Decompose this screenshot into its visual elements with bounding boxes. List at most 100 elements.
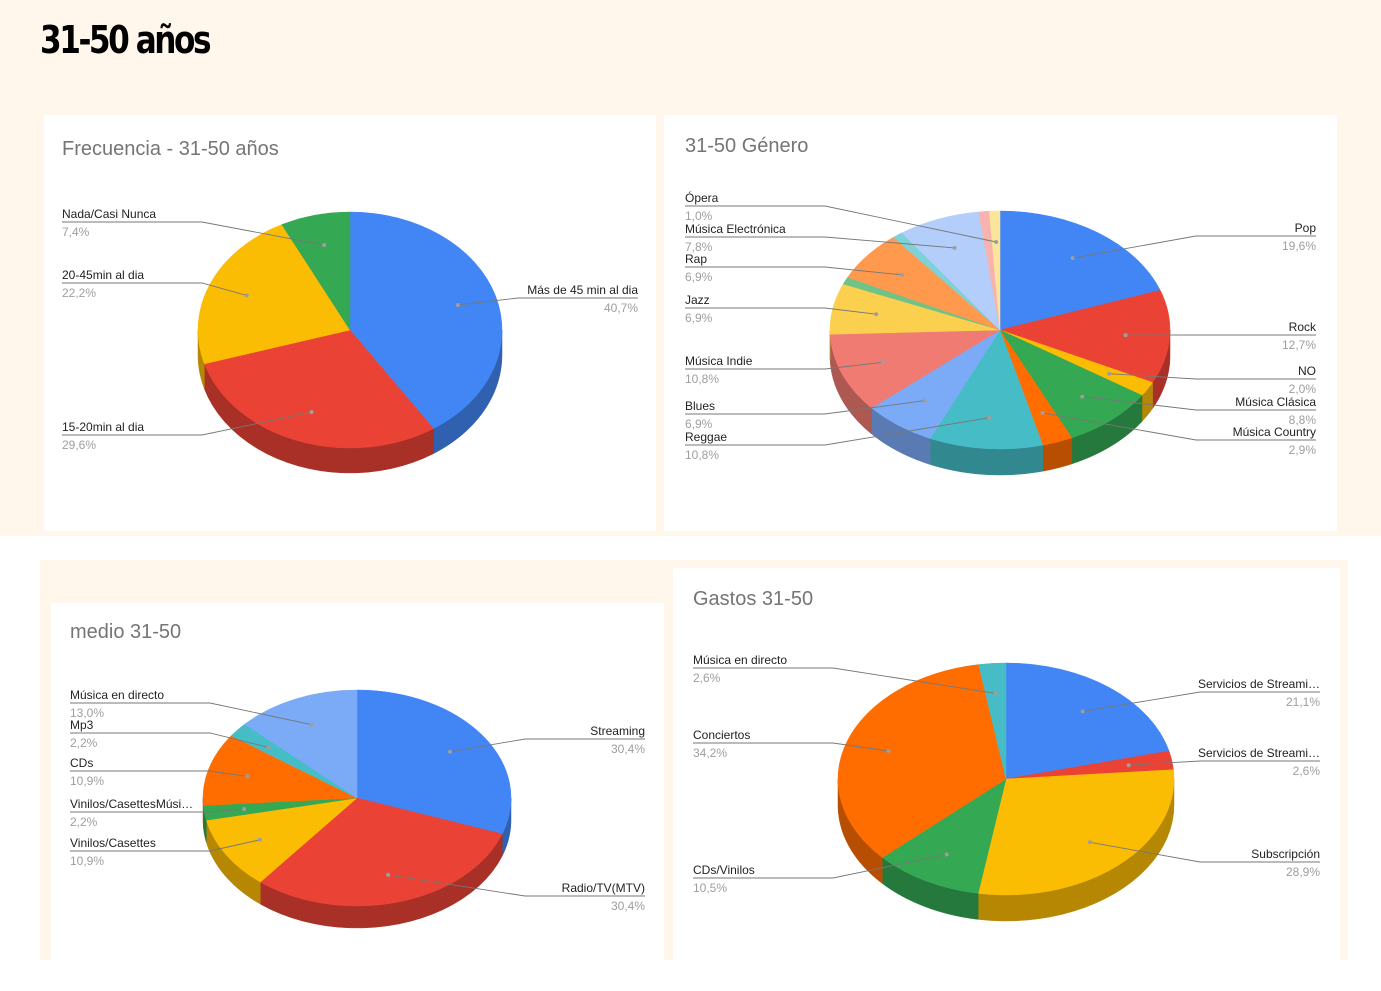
pie-slice-radio-tv-mtv[interactable] bbox=[259, 797, 503, 907]
slice-percent-mp3: 2,2% bbox=[70, 736, 98, 750]
leader-dot bbox=[1126, 763, 1131, 768]
slice-percent-servicios-de-streami: 2,6% bbox=[1293, 764, 1321, 778]
leader-line bbox=[1082, 396, 1316, 411]
slice-label-pop: Pop bbox=[1295, 221, 1317, 235]
leader-line bbox=[685, 361, 883, 370]
slice-label-15-20min-al-dia: 15-20min al dia bbox=[62, 420, 144, 434]
leader-dot bbox=[1040, 410, 1045, 415]
pie-slice-15-20min-al-dia[interactable] bbox=[204, 329, 434, 449]
slice-label-musica-en-directo: Música en directo bbox=[693, 653, 787, 667]
chart-card-gastos: Gastos 31-50 Servicios de Streami… 21,1% S… bbox=[673, 568, 1340, 960]
pie-chart-frecuencia: Más de 45 min al dia 40,7% 15-20min al dia… bbox=[62, 207, 638, 474]
slice-percent-musica-en-directo: 2,6% bbox=[693, 671, 721, 685]
slice-percent-musica-country: 2,9% bbox=[1289, 443, 1317, 457]
chart-title-frecuencia: Frecuencia - 31-50 años bbox=[62, 138, 279, 160]
pie-chart-medio: Streaming 30,4% Radio/TV(MTV) 30,4% Vinilos/… bbox=[70, 688, 645, 929]
leader-line bbox=[1042, 412, 1316, 441]
slice-label-rock: Rock bbox=[1289, 320, 1317, 334]
leader-line bbox=[685, 307, 877, 315]
leader-dot bbox=[952, 245, 957, 250]
pie-slice-streaming[interactable] bbox=[356, 689, 512, 835]
pie-slice-cds[interactable] bbox=[202, 735, 358, 806]
pie-slice-nada-casi-nunca[interactable] bbox=[281, 211, 351, 331]
chart-title-genero: 31-50 Género bbox=[685, 135, 809, 157]
pie-slice-musica-en-directo[interactable] bbox=[244, 689, 358, 799]
leader-dot bbox=[987, 415, 992, 420]
leader-dot bbox=[1088, 840, 1092, 845]
pie-slice-pop[interactable] bbox=[999, 210, 1161, 331]
slice-label-servicios-de-streami: Servicios de Streami… bbox=[1198, 746, 1320, 760]
pie-chart-gastos: Servicios de Streami… 21,1% Servicios de S… bbox=[693, 653, 1320, 922]
pie-top bbox=[829, 210, 1171, 450]
leader-dot bbox=[309, 410, 314, 415]
leader-line bbox=[685, 400, 925, 415]
leader-line bbox=[70, 808, 245, 813]
pie-top bbox=[202, 689, 512, 907]
pie-top bbox=[837, 662, 1175, 896]
pie-slice-mas-de-45-min-al-dia[interactable] bbox=[349, 211, 503, 429]
leader-line bbox=[70, 732, 269, 748]
leader-line bbox=[70, 839, 260, 852]
slice-percent-15-20min-al-dia: 29,6% bbox=[62, 438, 96, 452]
slice-label-mp3: Mp3 bbox=[70, 718, 94, 732]
slice-percent-cds: 10,9% bbox=[70, 774, 104, 788]
leader-line bbox=[457, 297, 638, 306]
pie-slice-musica-clasica[interactable] bbox=[999, 329, 1143, 439]
page-title: 31-50 años bbox=[40, 18, 212, 62]
slice-percent-conciertos: 34,2% bbox=[693, 746, 727, 760]
pie-slice-cds-vinilos[interactable] bbox=[881, 778, 1007, 894]
pie-slice-vinilos-casettes[interactable] bbox=[205, 797, 358, 883]
pie-labels: Servicios de Streami… 21,1% Servicios de S… bbox=[693, 653, 1320, 895]
slice-label-cds-vinilos: CDs/Vinilos bbox=[693, 863, 755, 877]
slice-label-mas-de-45-min-al-dia: Más de 45 min al dia bbox=[527, 283, 638, 297]
leader-dot bbox=[993, 691, 998, 696]
leader-dot bbox=[874, 312, 879, 317]
slice-percent-mas-de-45-min-al-dia: 40,7% bbox=[604, 301, 638, 315]
slice-label-nada-casi-nunca: Nada/Casi Nunca bbox=[62, 207, 156, 221]
leader-line bbox=[1082, 691, 1320, 712]
leader-line bbox=[1109, 373, 1316, 380]
slice-percent-streaming: 30,4% bbox=[611, 742, 645, 756]
leader-dot bbox=[244, 293, 249, 298]
slice-label-vinilos-casettes: Vinilos/Casettes bbox=[70, 836, 156, 850]
slice-label-musica-en-directo: Música en directo bbox=[70, 688, 164, 702]
pie-slice-servicios-de-streami[interactable] bbox=[1005, 662, 1170, 780]
slice-percent-musica-en-directo: 13,0% bbox=[70, 706, 104, 720]
slice-label-20-45min-al-dia: 20-45min al dia bbox=[62, 268, 144, 282]
leader-dot bbox=[322, 243, 327, 247]
slice-label-servicios-de-streami: Servicios de Streami… bbox=[1198, 677, 1320, 691]
leader-line bbox=[693, 742, 889, 752]
chart-card-medio: medio 31-50 Streaming 30,4% Radio/TV(MTV) 3… bbox=[51, 603, 664, 960]
pie-slice-subscripcion[interactable] bbox=[977, 769, 1175, 896]
pie-slice-musica-indie[interactable] bbox=[829, 329, 1001, 409]
slice-percent-subscripcion: 28,9% bbox=[1286, 865, 1320, 879]
slice-label-jazz: Jazz bbox=[685, 293, 710, 307]
leader-line bbox=[685, 205, 997, 243]
pie-labels: Streaming 30,4% Radio/TV(MTV) 30,4% Vinilos/… bbox=[70, 688, 645, 913]
leader-line bbox=[62, 221, 325, 246]
leader-dot bbox=[309, 722, 314, 727]
slice-percent-musica-electronica: 7,8% bbox=[685, 240, 713, 254]
leader-dot bbox=[242, 807, 247, 811]
slice-percent-vinilos-casettesmusi: 2,2% bbox=[70, 815, 98, 829]
chart-title-gastos: Gastos 31-50 bbox=[693, 588, 814, 610]
pie-slice-conciertos[interactable] bbox=[837, 664, 1007, 858]
leader-dot bbox=[1107, 371, 1112, 376]
leader-line bbox=[449, 738, 645, 753]
slice-label-radio-tv-mtv: Radio/TV(MTV) bbox=[562, 881, 645, 895]
slice-percent-blues: 6,9% bbox=[685, 417, 713, 431]
slice-percent-cds-vinilos: 10,5% bbox=[693, 881, 727, 895]
slice-percent-20-45min-al-dia: 22,2% bbox=[62, 286, 96, 300]
slice-label-conciertos: Conciertos bbox=[693, 728, 750, 742]
slice-percent-rock: 12,7% bbox=[1282, 338, 1316, 352]
pie-slice-reggae[interactable] bbox=[929, 329, 1044, 450]
leader-dot bbox=[448, 749, 452, 754]
leader-line bbox=[388, 874, 645, 897]
pie-labels: Pop 19,6% Rock 12,7% NO 2,0%Música Clásica 8,8… bbox=[685, 190, 1317, 462]
slice-percent-servicios-de-streami: 21,1% bbox=[1286, 695, 1320, 709]
chart-title-medio: medio 31-50 bbox=[70, 621, 182, 643]
leader-line bbox=[1128, 760, 1320, 766]
leader-line bbox=[70, 770, 248, 777]
leader-line bbox=[693, 854, 947, 879]
chart-card-frecuencia: Frecuencia - 31-50 años Más de 45 min al… bbox=[44, 115, 656, 531]
